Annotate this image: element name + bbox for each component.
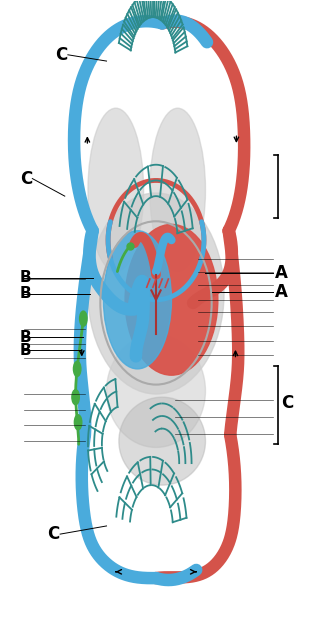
Text: C: C [21, 170, 33, 187]
Ellipse shape [104, 231, 172, 369]
Ellipse shape [119, 397, 206, 485]
Text: B: B [19, 330, 31, 345]
Text: A: A [275, 264, 288, 283]
Ellipse shape [125, 225, 218, 375]
Text: B: B [19, 270, 31, 285]
Ellipse shape [106, 334, 206, 447]
Text: C: C [47, 525, 59, 543]
Text: C: C [281, 394, 294, 413]
Ellipse shape [88, 193, 224, 394]
Ellipse shape [150, 108, 206, 271]
Circle shape [73, 362, 81, 377]
Circle shape [74, 415, 82, 430]
Ellipse shape [88, 108, 144, 271]
Text: A: A [275, 283, 288, 301]
Circle shape [80, 311, 87, 326]
Text: B: B [19, 286, 31, 301]
Text: C: C [56, 46, 68, 64]
Circle shape [72, 389, 79, 404]
Text: B: B [19, 343, 31, 358]
